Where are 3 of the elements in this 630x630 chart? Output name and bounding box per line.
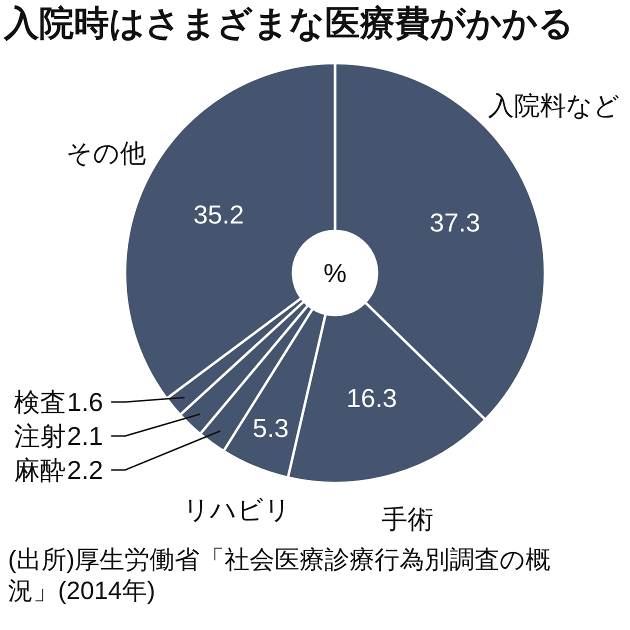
chart-title: 入院時はさまざまな医療費がかかる bbox=[4, 3, 574, 45]
annotation: % bbox=[323, 258, 347, 288]
text: (出所)厚生労働省「社会医療診療行為別調査の概況」(2014年) bbox=[8, 545, 552, 607]
